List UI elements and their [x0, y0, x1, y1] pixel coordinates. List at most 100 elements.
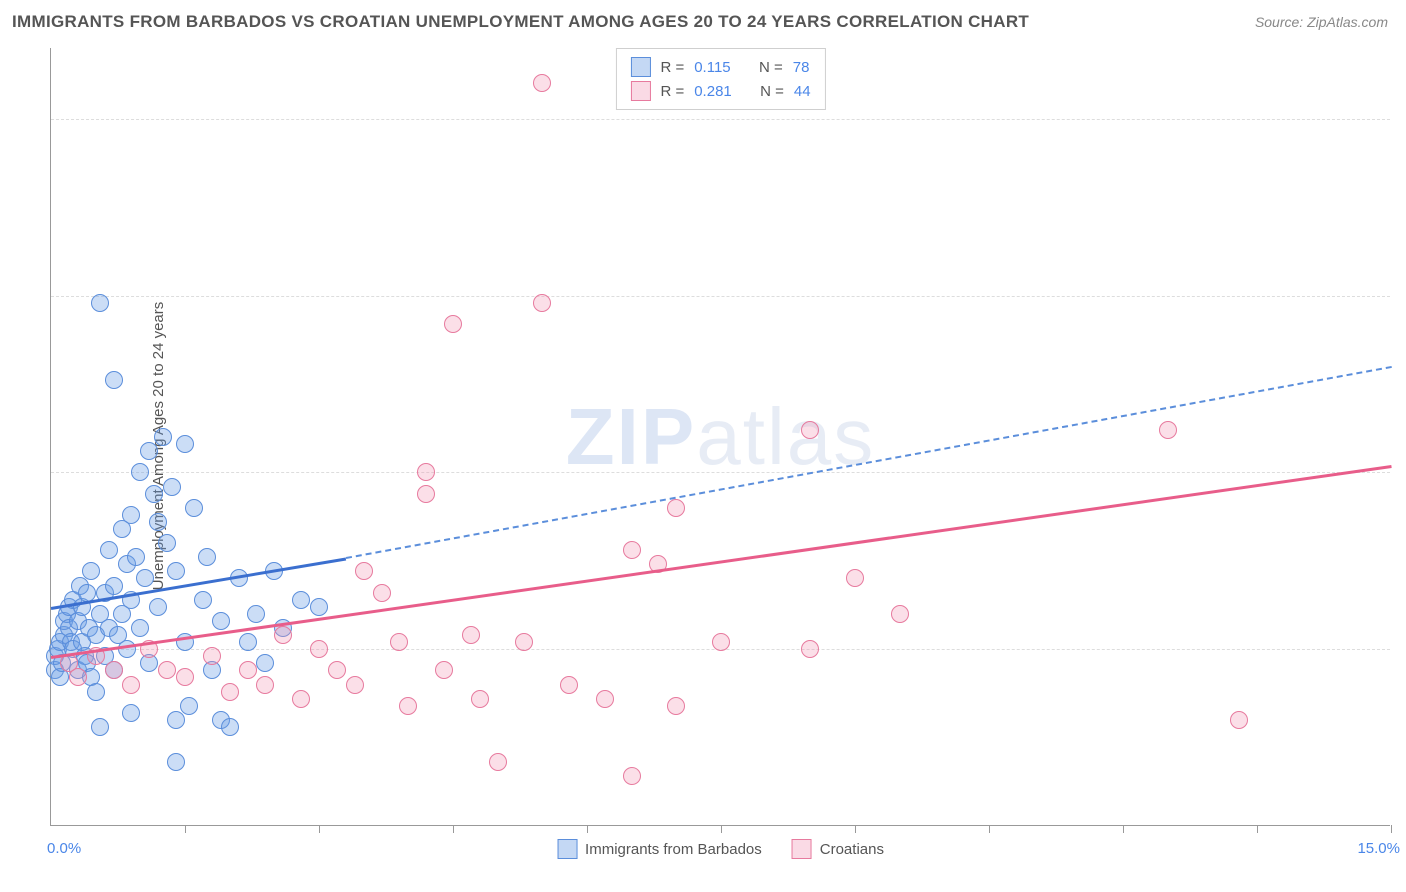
gridline	[51, 296, 1390, 297]
x-tick	[1123, 825, 1124, 833]
stats-legend-box: R = 0.115 N = 78 R = 0.281 N = 44	[615, 48, 825, 110]
scatter-point	[355, 562, 373, 580]
scatter-point	[256, 654, 274, 672]
x-tick	[185, 825, 186, 833]
scatter-point	[158, 534, 176, 552]
scatter-point	[891, 605, 909, 623]
legend-label-0: Immigrants from Barbados	[585, 841, 762, 858]
x-tick	[587, 825, 588, 833]
n-value-1: 44	[794, 83, 811, 100]
scatter-point	[167, 753, 185, 771]
scatter-point	[239, 633, 257, 651]
x-tick	[721, 825, 722, 833]
scatter-point	[417, 485, 435, 503]
scatter-point	[167, 711, 185, 729]
scatter-point	[203, 647, 221, 665]
scatter-point	[154, 428, 172, 446]
scatter-point	[87, 683, 105, 701]
scatter-point	[623, 767, 641, 785]
scatter-point	[310, 640, 328, 658]
scatter-point	[69, 668, 87, 686]
gridline	[51, 472, 1390, 473]
scatter-point	[91, 294, 109, 312]
legend-swatch-pink-icon	[792, 839, 812, 859]
scatter-point	[399, 697, 417, 715]
scatter-point	[198, 548, 216, 566]
stats-row-blue: R = 0.115 N = 78	[630, 55, 810, 79]
scatter-point	[180, 697, 198, 715]
trend-line	[346, 366, 1392, 559]
x-tick	[1391, 825, 1392, 833]
scatter-point	[310, 598, 328, 616]
scatter-point	[256, 676, 274, 694]
scatter-point	[462, 626, 480, 644]
scatter-point	[105, 577, 123, 595]
trend-line	[51, 465, 1391, 658]
scatter-point	[100, 541, 118, 559]
scatter-point	[221, 718, 239, 736]
scatter-point	[149, 598, 167, 616]
scatter-point	[846, 569, 864, 587]
scatter-point	[176, 435, 194, 453]
scatter-point	[801, 421, 819, 439]
gridline	[51, 119, 1390, 120]
scatter-point	[667, 697, 685, 715]
x-axis-max-label: 15.0%	[1357, 840, 1400, 857]
legend-swatch-blue-icon	[557, 839, 577, 859]
scatter-point	[131, 619, 149, 637]
scatter-point	[145, 485, 163, 503]
n-label-1: N =	[760, 83, 784, 100]
scatter-point	[91, 718, 109, 736]
scatter-point	[158, 661, 176, 679]
scatter-point	[105, 371, 123, 389]
x-tick	[453, 825, 454, 833]
scatter-point	[346, 676, 364, 694]
scatter-point	[390, 633, 408, 651]
scatter-point	[801, 640, 819, 658]
scatter-point	[623, 541, 641, 559]
scatter-point	[435, 661, 453, 679]
scatter-point	[444, 315, 462, 333]
scatter-point	[221, 683, 239, 701]
scatter-point	[105, 661, 123, 679]
scatter-point	[176, 668, 194, 686]
swatch-pink-icon	[630, 81, 650, 101]
x-axis-min-label: 0.0%	[47, 840, 81, 857]
scatter-point	[122, 506, 140, 524]
scatter-point	[163, 478, 181, 496]
watermark-zip: ZIP	[566, 392, 696, 481]
scatter-point	[82, 562, 100, 580]
scatter-point	[167, 562, 185, 580]
r-label-1: R =	[660, 83, 684, 100]
scatter-point	[533, 74, 551, 92]
scatter-point	[712, 633, 730, 651]
bottom-legend: Immigrants from Barbados Croatians	[557, 839, 884, 859]
scatter-point	[247, 605, 265, 623]
scatter-point	[118, 640, 136, 658]
legend-item-pink: Croatians	[792, 839, 884, 859]
stats-row-pink: R = 0.281 N = 44	[630, 79, 810, 103]
scatter-point	[292, 690, 310, 708]
x-tick	[855, 825, 856, 833]
scatter-point	[1230, 711, 1248, 729]
scatter-point	[417, 463, 435, 481]
scatter-point	[328, 661, 346, 679]
source-citation: Source: ZipAtlas.com	[1255, 14, 1388, 30]
scatter-point	[122, 676, 140, 694]
scatter-point	[149, 513, 167, 531]
scatter-point	[489, 753, 507, 771]
x-tick	[319, 825, 320, 833]
swatch-blue-icon	[630, 57, 650, 77]
scatter-point	[515, 633, 533, 651]
chart-title: IMMIGRANTS FROM BARBADOS VS CROATIAN UNE…	[12, 12, 1029, 32]
scatter-point	[292, 591, 310, 609]
scatter-point	[185, 499, 203, 517]
r-label-0: R =	[660, 59, 684, 76]
scatter-point	[122, 704, 140, 722]
scatter-point	[667, 499, 685, 517]
scatter-point	[596, 690, 614, 708]
scatter-point	[274, 626, 292, 644]
scatter-point	[194, 591, 212, 609]
r-value-1: 0.281	[694, 83, 732, 100]
scatter-point	[560, 676, 578, 694]
